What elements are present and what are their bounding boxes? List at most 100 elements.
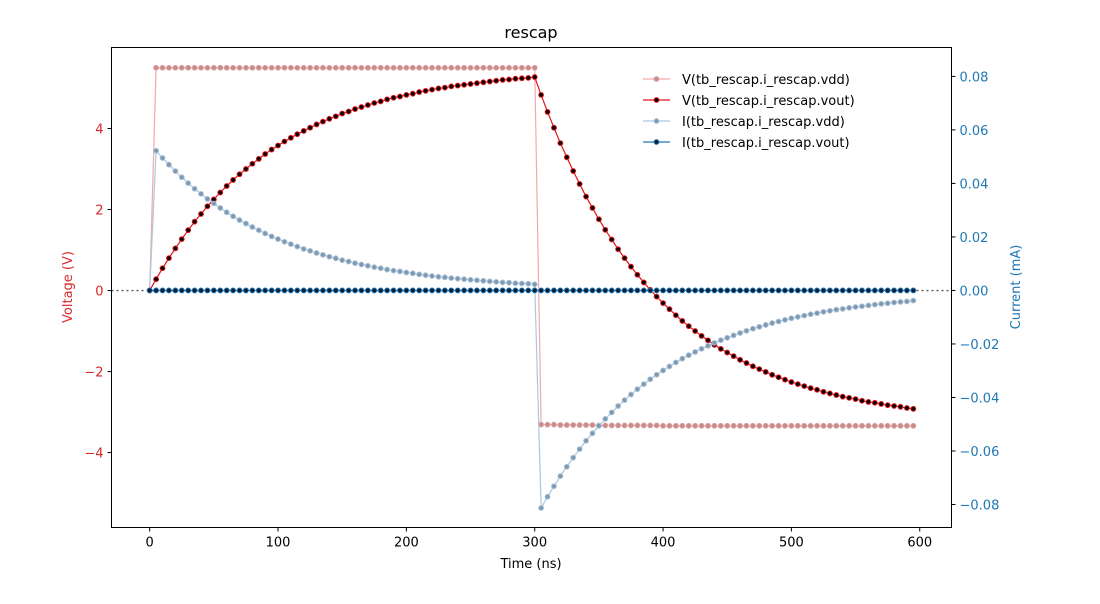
data-point — [223, 209, 230, 216]
data-point — [255, 227, 262, 234]
data-point — [628, 391, 634, 398]
data-point — [275, 142, 281, 149]
data-point — [762, 322, 769, 328]
data-point — [300, 287, 307, 294]
data-point — [769, 371, 776, 378]
y-tick-label-right: −0.02 — [960, 338, 1000, 353]
data-point — [576, 287, 583, 294]
data-point — [416, 64, 423, 71]
data-point — [698, 333, 705, 339]
data-point — [281, 238, 288, 245]
data-point — [499, 279, 506, 286]
data-point — [737, 287, 743, 294]
y-tick-label-left: 2 — [95, 204, 103, 219]
data-point — [313, 121, 320, 128]
data-point — [608, 287, 615, 294]
data-point — [275, 236, 281, 242]
y-tick-label-left: −4 — [84, 447, 103, 462]
data-point — [153, 64, 159, 71]
data-point — [852, 422, 859, 429]
data-point — [653, 422, 660, 429]
data-point — [563, 154, 570, 161]
data-point — [390, 267, 397, 274]
data-point — [166, 161, 172, 168]
data-point — [403, 64, 410, 71]
data-point — [666, 363, 673, 370]
data-point — [769, 422, 776, 429]
data-point — [525, 64, 532, 71]
data-point — [255, 155, 262, 162]
data-point — [647, 287, 654, 294]
data-point — [672, 359, 679, 366]
data-point — [198, 211, 204, 217]
data-point — [486, 287, 493, 294]
data-point — [756, 287, 763, 294]
data-point — [884, 287, 891, 294]
data-point — [884, 402, 891, 409]
data-point — [749, 363, 756, 370]
data-point — [583, 193, 589, 200]
data-point — [904, 298, 910, 305]
data-point — [326, 115, 333, 122]
data-point — [743, 287, 750, 294]
data-point — [846, 287, 853, 294]
data-point — [499, 77, 506, 83]
data-point — [846, 394, 853, 401]
data-point — [185, 64, 192, 71]
data-point — [371, 264, 378, 271]
data-point — [384, 64, 391, 71]
data-point — [146, 287, 153, 294]
data-point — [339, 287, 346, 294]
data-point — [628, 263, 634, 270]
data-point — [570, 422, 577, 428]
data-point — [204, 287, 211, 294]
data-point — [557, 287, 564, 294]
data-point — [570, 287, 577, 294]
data-point — [506, 64, 512, 71]
data-point — [230, 287, 237, 294]
data-point — [159, 155, 166, 161]
data-point — [608, 236, 615, 243]
data-point — [628, 287, 634, 294]
y-axis-label-left: Voltage (V) — [61, 251, 76, 323]
data-point — [621, 255, 628, 262]
data-point — [480, 64, 487, 71]
data-point — [448, 64, 455, 71]
data-point — [525, 280, 532, 287]
data-point — [332, 287, 339, 294]
data-point — [807, 422, 814, 429]
data-point — [769, 320, 776, 326]
data-point — [634, 271, 641, 278]
data-point — [332, 255, 339, 262]
data-point — [371, 100, 378, 106]
data-point — [230, 64, 237, 71]
data-point — [570, 168, 577, 174]
data-point — [852, 304, 859, 310]
x-tick-label: 500 — [779, 536, 804, 551]
data-point — [320, 251, 326, 258]
data-point — [692, 328, 699, 334]
data-point — [249, 287, 256, 294]
data-point — [660, 422, 666, 429]
data-point — [897, 287, 904, 294]
data-point — [300, 128, 307, 134]
data-point — [249, 160, 256, 167]
data-point — [871, 301, 878, 308]
data-point — [769, 287, 776, 294]
data-point — [153, 147, 159, 154]
data-point — [775, 318, 782, 325]
data-point — [294, 64, 301, 71]
data-point — [217, 205, 224, 211]
data-point — [525, 287, 532, 294]
data-point — [390, 64, 397, 71]
data-point — [371, 287, 378, 294]
data-point — [198, 64, 204, 71]
y-tick-label-left: 4 — [95, 123, 103, 138]
legend-marker — [653, 118, 660, 124]
data-point — [531, 281, 538, 288]
data-point — [467, 287, 474, 294]
data-point — [480, 79, 487, 86]
data-point — [384, 287, 391, 294]
data-point — [724, 287, 731, 294]
